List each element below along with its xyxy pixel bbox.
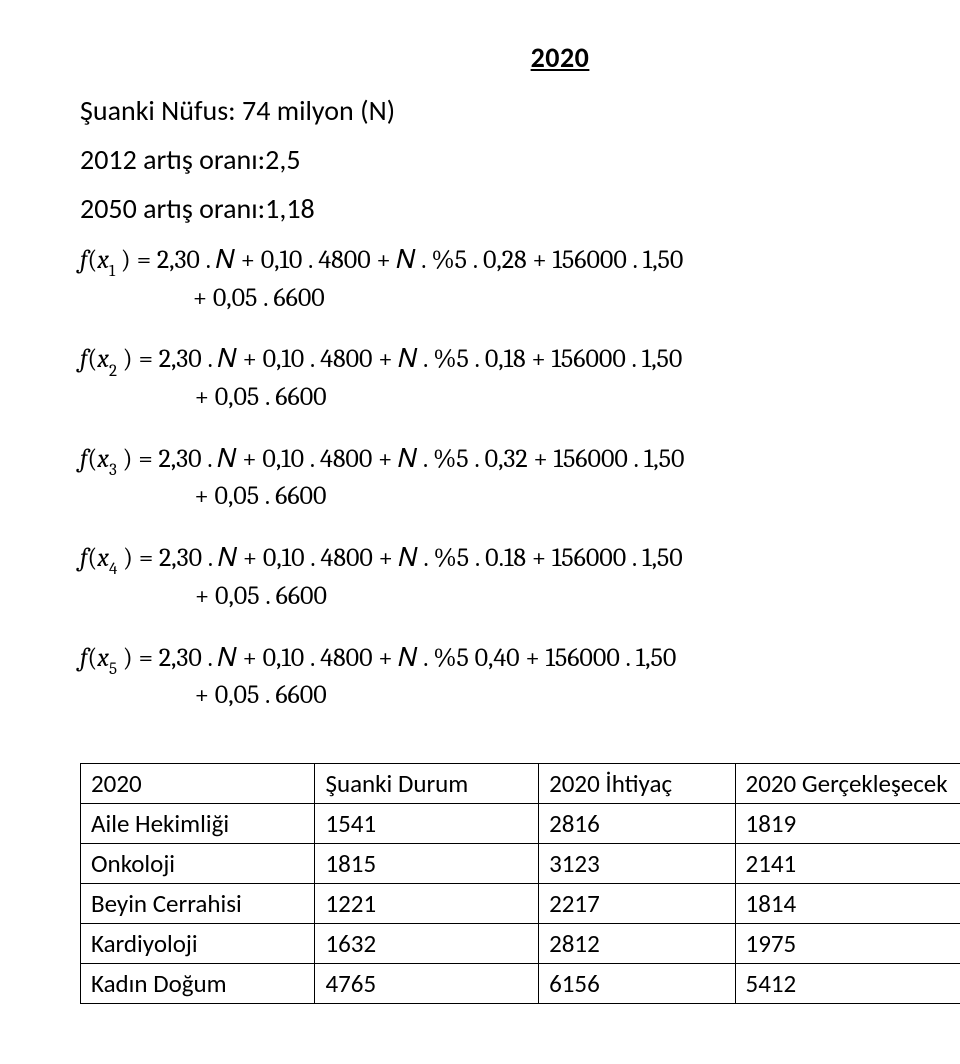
equation: f(x4 ) = 2,30 . 𝑁 + 0,10 . 4800 + 𝑁 . %5… (80, 540, 960, 615)
row-value-cell: 1632 (315, 923, 539, 963)
equation: f(x5 ) = 2,30 . 𝑁 + 0,10 . 4800 + 𝑁 . %5… (80, 640, 960, 715)
intro-line-2: 2012 artış oranı:2,5 (80, 142, 960, 177)
equation-rhs-cont: + 0,05 . 6600 (137, 280, 684, 318)
equation-rhs-main: = 2,30 . 𝑁 + 0,10 . 4800 + 𝑁 . %5 . 0,28… (137, 245, 684, 275)
table-header-row: 2020 Şuanki Durum 2020 İhtiyaç 2020 Gerç… (81, 763, 960, 803)
equation-rhs-main: = 2,30 . 𝑁 + 0,10 . 4800 + 𝑁 . %5 . 0,18… (139, 344, 683, 374)
row-value-cell: 6156 (539, 963, 735, 1003)
row-value-cell: 2816 (539, 803, 735, 843)
row-label-cell: Aile Hekimliği (81, 803, 315, 843)
row-value-cell: 5412 (735, 963, 960, 1003)
equation-rhs-cont: + 0,05 . 6600 (139, 379, 683, 417)
equation-list: f(x1 ) = 2,30 . 𝑁 + 0,10 . 4800 + 𝑁 . %5… (80, 242, 960, 715)
equation-rhs: = 2,30 . 𝑁 + 0,10 . 4800 + 𝑁 . %5 . 0,28… (137, 242, 684, 317)
row-value-cell: 4765 (315, 963, 539, 1003)
row-value-cell: 1541 (315, 803, 539, 843)
row-value-cell: 1815 (315, 843, 539, 883)
row-value-cell: 1819 (735, 803, 960, 843)
equation-lhs: f(x1 ) (80, 242, 137, 317)
table-row: Beyin Cerrahisi122122171814 (81, 883, 960, 923)
table-header-cell: 2020 İhtiyaç (539, 763, 735, 803)
row-value-cell: 3123 (539, 843, 735, 883)
equation-rhs: = 2,30 . 𝑁 + 0,10 . 4800 + 𝑁 . %5 0,40 +… (139, 640, 677, 715)
row-value-cell: 2217 (539, 883, 735, 923)
equation-rhs: = 2,30 . 𝑁 + 0,10 . 4800 + 𝑁 . %5 . 0,32… (138, 441, 684, 516)
equation: f(x2 ) = 2,30 . 𝑁 + 0,10 . 4800 + 𝑁 . %5… (80, 341, 960, 416)
equation: f(x3 ) = 2,30 . 𝑁 + 0,10 . 4800 + 𝑁 . %5… (80, 441, 960, 516)
equation-rhs-cont: + 0,05 . 6600 (138, 478, 684, 516)
table-row: Kadın Doğum476561565412 (81, 963, 960, 1003)
table-header-cell: 2020 Gerçekleşecek (735, 763, 960, 803)
row-value-cell: 1221 (315, 883, 539, 923)
row-label-cell: Kardiyoloji (81, 923, 315, 963)
equation-rhs-main: = 2,30 . 𝑁 + 0,10 . 4800 + 𝑁 . %5 . 0,32… (138, 444, 684, 474)
equation-lhs: f(x2 ) (80, 341, 139, 416)
data-table: 2020 Şuanki Durum 2020 İhtiyaç 2020 Gerç… (80, 763, 960, 1004)
row-label-cell: Kadın Doğum (81, 963, 315, 1003)
equation-rhs-main: = 2,30 . 𝑁 + 0,10 . 4800 + 𝑁 . %5 . 0.18… (139, 543, 683, 573)
table-header-cell: Şuanki Durum (315, 763, 539, 803)
intro-line-1: Şuanki Nüfus: 74 milyon (N) (80, 93, 960, 128)
equation-rhs-cont: + 0,05 . 6600 (139, 677, 677, 715)
row-value-cell: 1975 (735, 923, 960, 963)
equation: f(x1 ) = 2,30 . 𝑁 + 0,10 . 4800 + 𝑁 . %5… (80, 242, 960, 317)
equation-lhs: f(x3 ) (80, 441, 138, 516)
intro-line-3: 2050 artış oranı:1,18 (80, 191, 960, 226)
row-value-cell: 2141 (735, 843, 960, 883)
equation-rhs-cont: + 0,05 . 6600 (139, 578, 683, 616)
row-value-cell: 2812 (539, 923, 735, 963)
equation-lhs: f(x4 ) (80, 540, 139, 615)
table-row: Kardiyoloji163228121975 (81, 923, 960, 963)
page-year-heading: 2020 (80, 40, 960, 75)
equation-rhs-main: = 2,30 . 𝑁 + 0,10 . 4800 + 𝑁 . %5 0,40 +… (139, 643, 677, 673)
intro-block: Şuanki Nüfus: 74 milyon (N) 2012 artış o… (80, 93, 960, 226)
row-label-cell: Onkoloji (81, 843, 315, 883)
table-body: Aile Hekimliği154128161819Onkoloji181531… (81, 803, 960, 1003)
table-row: Aile Hekimliği154128161819 (81, 803, 960, 843)
table-row: Onkoloji181531232141 (81, 843, 960, 883)
equation-rhs: = 2,30 . 𝑁 + 0,10 . 4800 + 𝑁 . %5 . 0.18… (139, 540, 683, 615)
row-label-cell: Beyin Cerrahisi (81, 883, 315, 923)
equation-rhs: = 2,30 . 𝑁 + 0,10 . 4800 + 𝑁 . %5 . 0,18… (139, 341, 683, 416)
equation-lhs: f(x5 ) (80, 640, 139, 715)
table-header-cell: 2020 (81, 763, 315, 803)
row-value-cell: 1814 (735, 883, 960, 923)
